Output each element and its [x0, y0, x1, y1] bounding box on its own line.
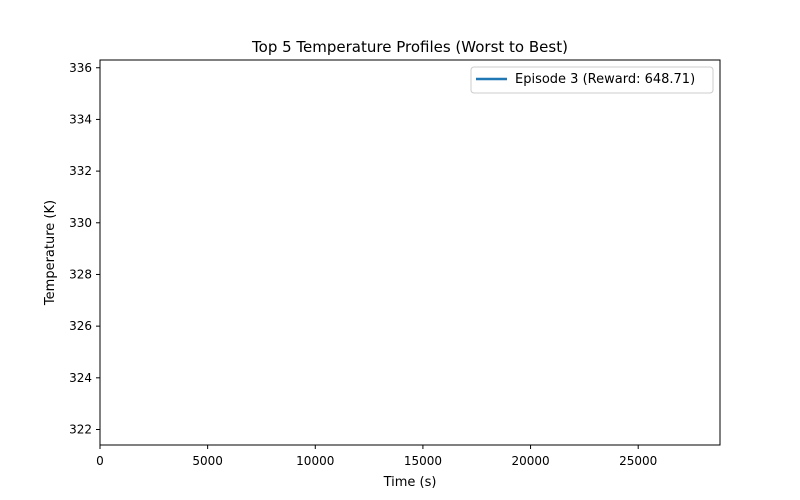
- y-tick-label: 336: [69, 61, 92, 75]
- x-axis-label: Time (s): [383, 475, 437, 490]
- legend: Episode 3 (Reward: 648.71): [470, 66, 714, 94]
- y-axis-label: Temperature (K): [43, 200, 58, 306]
- chart-title: Top 5 Temperature Profiles (Worst to Bes…: [251, 38, 568, 56]
- x-tick-label: 15000: [404, 454, 442, 468]
- y-tick-label: 328: [69, 267, 92, 281]
- y-tick-label: 330: [69, 216, 92, 230]
- y-tick-label: 324: [69, 371, 92, 385]
- x-tick-label: 5000: [192, 454, 223, 468]
- y-tick-label: 332: [69, 164, 92, 178]
- plot-frame: [99, 59, 721, 446]
- x-tick-label: 10000: [296, 454, 334, 468]
- x-tick-label: 0: [96, 454, 104, 468]
- x-tick-label: 25000: [619, 454, 657, 468]
- legend-label-episode-3: Episode 3 (Reward: 648.71): [515, 72, 695, 87]
- y-tick-label: 334: [69, 112, 92, 126]
- x-axis: 0 5000 10000 15000 20000 25000: [96, 445, 657, 468]
- y-axis: 322 324 326 328 330 332 334 336: [69, 61, 100, 436]
- x-tick-label: 20000: [511, 454, 549, 468]
- y-tick-label: 326: [69, 319, 92, 333]
- legend-box: [470, 66, 714, 94]
- y-tick-label: 322: [69, 422, 92, 436]
